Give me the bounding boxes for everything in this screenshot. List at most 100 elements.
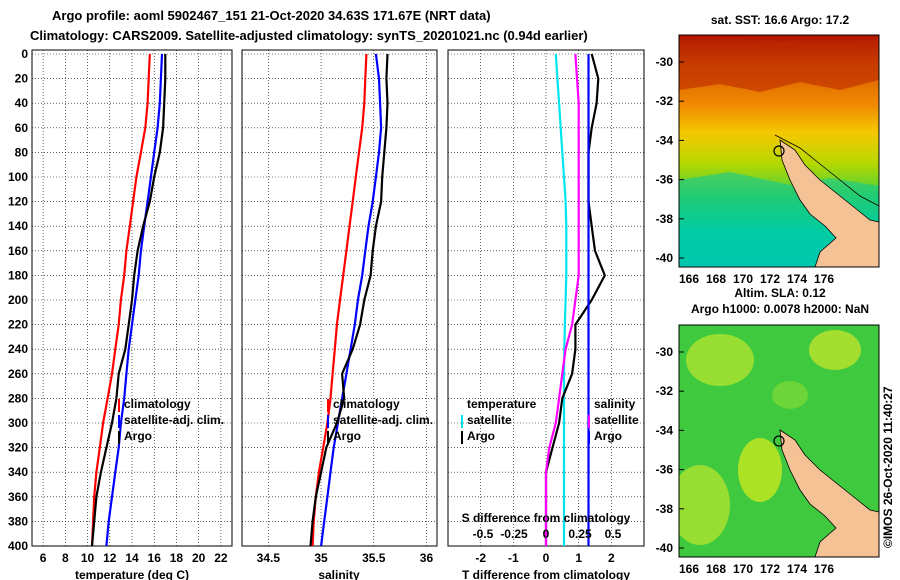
- depth-tick-label: 320: [8, 441, 28, 455]
- depth-tick-label: 300: [8, 416, 28, 430]
- depth-tick-label: 280: [8, 391, 28, 405]
- temperature-xlabel: temperature (deg C): [75, 568, 189, 580]
- difference-top-axis-label: S difference from climatology: [462, 511, 631, 525]
- salinity-diff-ticks: -0.5 -0.25 0 0.25 0.5: [473, 527, 622, 541]
- depth-tick-label: 260: [8, 367, 28, 381]
- salinity-diff-tick-label: -0.25: [500, 527, 528, 541]
- map-lat-tick: -30: [656, 345, 674, 359]
- depth-tick-label: 60: [15, 121, 29, 135]
- map-lat-tick: -36: [656, 173, 674, 187]
- salinity-argo-line: [309, 53, 389, 547]
- sla-land-new-zealand: [779, 429, 879, 557]
- difference-temperature-satellite-line: [554, 53, 568, 546]
- sst-land-new-zealand: [779, 139, 879, 267]
- legend-argo: Argo: [124, 429, 152, 443]
- legend-climatology: climatology: [124, 397, 191, 411]
- sst-map-title: sat. SST: 16.6 Argo: 17.2: [711, 13, 850, 27]
- legend-temp-satellite: satellite: [467, 413, 512, 427]
- x-tick-label: 22: [214, 551, 228, 565]
- salinity-diff-tick-label: 0.25: [568, 527, 592, 541]
- x-tick-label: 2: [608, 551, 615, 565]
- map-lat-tick: -30: [656, 55, 674, 69]
- x-tick-label: 18: [170, 551, 184, 565]
- x-tick-label: 10: [81, 551, 95, 565]
- map-lon-tick: 170: [733, 562, 753, 576]
- depth-tick-label: 80: [15, 145, 29, 159]
- temperature-satellite-adj-clim--line: [105, 53, 164, 547]
- depth-tick-label: 240: [8, 342, 28, 356]
- x-tick-label: 34.5: [257, 551, 281, 565]
- depth-tick-label: 40: [15, 96, 29, 110]
- map-lat-tick: -34: [656, 423, 674, 437]
- sla-mid-patch: [772, 381, 808, 409]
- map-lon-tick: 166: [679, 562, 699, 576]
- map-lat-tick: -36: [656, 463, 674, 477]
- x-tick-label: 8: [62, 551, 69, 565]
- sla-high-patch: [686, 334, 754, 386]
- legend-temperature-title: temperature: [467, 397, 537, 411]
- depth-tick-label: 160: [8, 244, 28, 258]
- sst-map-axes: 166 168 170 172 174 176 -30 -32 -34 -36 -38 -40: [656, 55, 835, 286]
- map-lat-tick: -38: [656, 502, 674, 516]
- legend-argo: Argo: [333, 429, 361, 443]
- depth-tick-label: 180: [8, 268, 28, 282]
- temperature-climatology-line: [90, 53, 151, 547]
- title-line-1: Argo profile: aoml 5902467_151 21-Oct-20…: [52, 8, 491, 23]
- x-tick-label: 14: [125, 551, 139, 565]
- depth-tick-label: 380: [8, 514, 28, 528]
- map-lon-tick: 170: [733, 272, 753, 286]
- salinity-xlabel: salinity: [318, 568, 360, 580]
- sst-map-frame: [678, 34, 880, 268]
- depth-tick-label: 360: [8, 490, 28, 504]
- sst-argo-position: [773, 145, 785, 157]
- salinity-diff-tick-label: 0.5: [605, 527, 622, 541]
- map-lat-tick: -32: [656, 94, 674, 108]
- map-lon-tick: 176: [814, 272, 834, 286]
- sla-high-patch: [679, 465, 730, 545]
- sla-high-patch: [809, 330, 861, 370]
- depth-tick-label: 20: [15, 72, 29, 86]
- legend-sal-argo: Argo: [594, 429, 622, 443]
- sla-map-title-2: Argo h1000: 0.0078 h2000: NaN: [691, 302, 869, 316]
- x-tick-label: 12: [103, 551, 117, 565]
- salinity-legend: climatology satellite-adj. clim. Argo: [327, 397, 433, 444]
- sst-map: [679, 35, 879, 267]
- map-lat-tick: -34: [656, 133, 674, 147]
- sla-argo-position: [773, 435, 785, 447]
- imos-timestamp: ©IMOS 26-Oct-2020 11:40:27: [881, 386, 895, 548]
- map-lon-tick: 174: [787, 272, 807, 286]
- sla-map-title-1: Altim. SLA: 0.12: [734, 286, 826, 300]
- legend-temp-argo: Argo: [467, 429, 495, 443]
- map-lon-tick: 174: [787, 562, 807, 576]
- map-lat-tick: -40: [656, 541, 674, 555]
- map-lon-tick: 172: [760, 272, 780, 286]
- map-lat-tick: -38: [656, 212, 674, 226]
- legend-salinity-title: salinity: [594, 397, 636, 411]
- sla-map-frame: [678, 324, 880, 558]
- x-tick-label: -1: [508, 551, 519, 565]
- x-tick-label: 36: [420, 551, 434, 565]
- title-line-2: Climatology: CARS2009. Satellite-adjuste…: [30, 28, 588, 43]
- map-lon-tick: 168: [706, 562, 726, 576]
- x-tick-label: 16: [148, 551, 162, 565]
- map-lon-tick: 176: [814, 562, 834, 576]
- salinity-diff-tick-label: -0.5: [473, 527, 494, 541]
- legend-climatology: climatology: [333, 397, 400, 411]
- depth-tick-label: 100: [8, 170, 28, 184]
- depth-axis: 0 20 40 60 80 100 120 140 160 180 200 220 240 260 280 3…: [8, 47, 28, 553]
- difference-salinity-satellite-line: [544, 53, 580, 546]
- x-tick-label: 0: [543, 551, 550, 565]
- map-lon-tick: 166: [679, 272, 699, 286]
- temperature-argo-line: [90, 54, 167, 547]
- temperature-legend: climatology satellite-adj. clim. Argo: [118, 397, 224, 444]
- depth-tick-label: 200: [8, 293, 28, 307]
- x-tick-label: 1: [575, 551, 582, 565]
- x-axes: 6 8 10 12 14 16 18 20 22 34.5 35 35.5 36 -2 -1 0 1 2: [40, 551, 615, 565]
- depth-tick-label: 220: [8, 318, 28, 332]
- profile-series: [90, 53, 606, 547]
- map-lon-tick: 172: [760, 562, 780, 576]
- salinity-climatology-line: [311, 53, 368, 547]
- x-tick-label: 35.5: [362, 551, 386, 565]
